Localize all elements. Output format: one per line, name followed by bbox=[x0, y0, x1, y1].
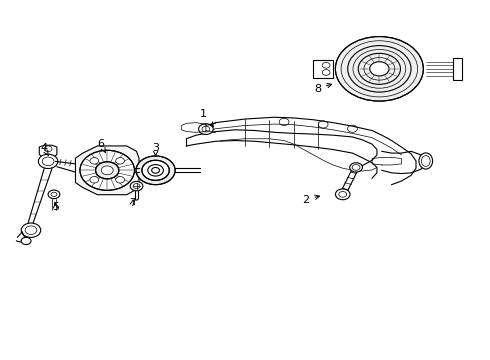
Polygon shape bbox=[314, 60, 333, 78]
Text: 1: 1 bbox=[200, 109, 213, 127]
Circle shape bbox=[142, 160, 169, 180]
Polygon shape bbox=[453, 58, 463, 80]
Circle shape bbox=[90, 176, 98, 183]
Circle shape bbox=[116, 158, 124, 164]
Text: 4: 4 bbox=[40, 143, 49, 156]
Circle shape bbox=[80, 150, 134, 190]
Circle shape bbox=[116, 176, 124, 183]
Circle shape bbox=[198, 124, 213, 134]
Polygon shape bbox=[75, 146, 139, 195]
Text: 2: 2 bbox=[302, 195, 319, 205]
Circle shape bbox=[90, 158, 98, 164]
Text: 6: 6 bbox=[98, 139, 105, 152]
Text: 7: 7 bbox=[129, 198, 136, 208]
Ellipse shape bbox=[419, 153, 433, 169]
Circle shape bbox=[44, 146, 52, 152]
Circle shape bbox=[152, 167, 159, 173]
Circle shape bbox=[350, 163, 363, 172]
Circle shape bbox=[48, 190, 60, 199]
Circle shape bbox=[335, 37, 423, 101]
Circle shape bbox=[136, 156, 175, 185]
Circle shape bbox=[21, 237, 31, 244]
Circle shape bbox=[369, 62, 389, 76]
Polygon shape bbox=[39, 145, 57, 158]
Circle shape bbox=[101, 166, 113, 175]
Circle shape bbox=[38, 154, 58, 168]
Text: 5: 5 bbox=[52, 202, 59, 212]
Circle shape bbox=[21, 223, 41, 237]
Text: 3: 3 bbox=[152, 143, 159, 156]
Circle shape bbox=[335, 189, 350, 200]
Circle shape bbox=[130, 181, 143, 191]
Text: 8: 8 bbox=[314, 84, 332, 94]
Circle shape bbox=[96, 162, 119, 179]
